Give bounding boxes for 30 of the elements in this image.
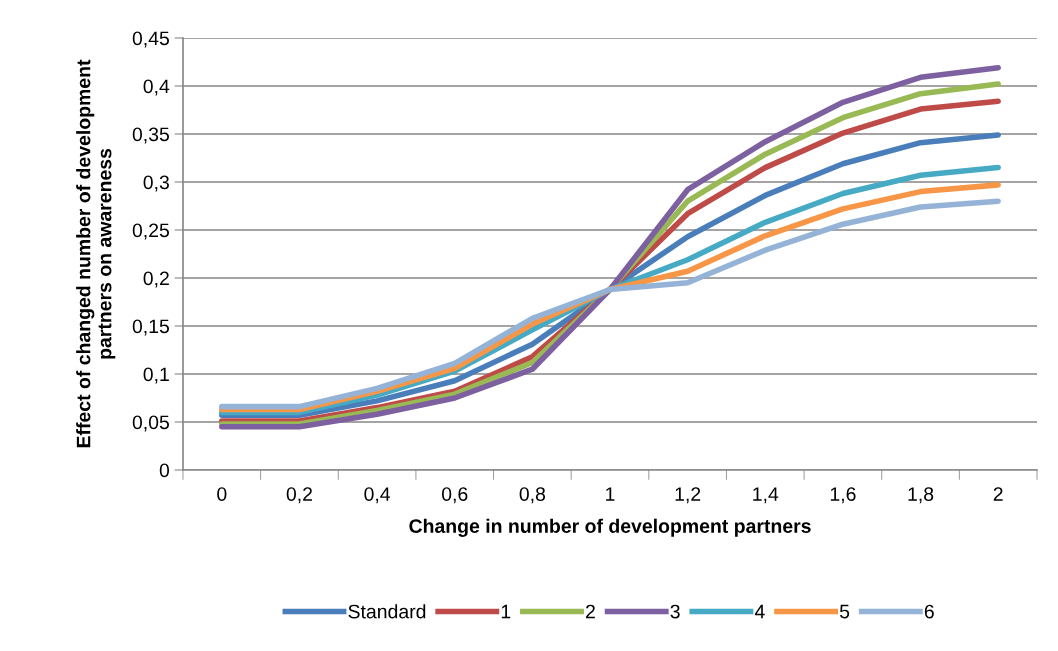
y-tick-label: 0,25 xyxy=(132,223,169,240)
y-tick-label: 0,45 xyxy=(132,31,169,48)
x-tick-label: 1,4 xyxy=(753,487,779,504)
x-tick-label: 1 xyxy=(606,487,615,501)
y-tick-label: 0,35 xyxy=(132,127,169,144)
y-tick-label: 0,4 xyxy=(143,79,170,96)
y-tick-label: 0,15 xyxy=(132,319,169,336)
legend-label: 5 xyxy=(839,604,850,619)
x-tick-label: 1,6 xyxy=(830,487,856,504)
legend-label: 6 xyxy=(924,604,934,619)
legend-label: 1 xyxy=(501,604,511,619)
legend-label: 3 xyxy=(670,604,680,619)
x-tick-label: 0,6 xyxy=(441,487,468,504)
x-tick-label: 0,4 xyxy=(364,487,391,504)
legend-label: 4 xyxy=(754,604,765,619)
legend-label: 2 xyxy=(586,604,595,619)
y-tick-label: 0,2 xyxy=(143,271,169,288)
x-tick-label: 2 xyxy=(993,487,1003,501)
x-tick-label: 0,8 xyxy=(519,487,546,504)
y-tick-label: 0,1 xyxy=(143,367,169,384)
y-tick-label: 0,3 xyxy=(143,175,169,192)
y-axis-title: Effect of changed number of development partners on awareness xyxy=(76,59,116,448)
x-tick-label: 1,2 xyxy=(675,487,701,504)
y-tick-label: 0,05 xyxy=(132,415,169,432)
y-tick-label: 0 xyxy=(159,463,170,478)
legend-label: Standard xyxy=(348,604,426,619)
x-tick-label: 0,2 xyxy=(286,487,312,504)
x-axis-title: Change in number of development partners xyxy=(409,518,811,537)
x-tick-label: 1,8 xyxy=(908,487,934,504)
x-tick-label: 0 xyxy=(217,487,227,501)
